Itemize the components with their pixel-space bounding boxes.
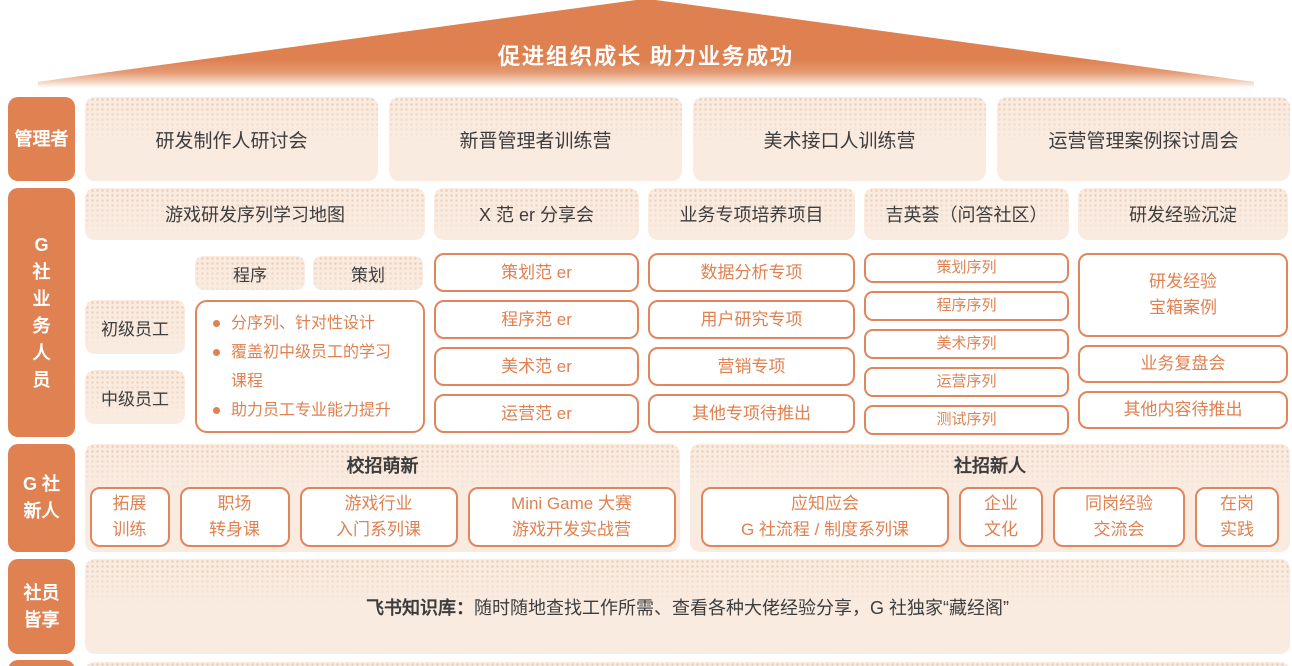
column-learning-map: 游戏研发序列学习地图 程序 策划 初级员工 中级员工 分序列、针对性设计 覆盖初… <box>85 188 425 437</box>
sidebar-label-line: G 社 <box>22 474 60 494</box>
box-line: 同岗经验 <box>1085 494 1153 513</box>
sequence-box: 策划序列 <box>864 253 1069 283</box>
column-special-training: 业务专项培养项目 数据分析专项 用户研究专项 营销专项 其他专项待推出 <box>648 188 855 437</box>
sidebar-label-line: 员 <box>32 369 51 390</box>
program-box: 用户研究专项 <box>648 300 855 339</box>
box-line: 游戏开发实战营 <box>512 520 631 539</box>
program-box: 营销专项 <box>648 347 855 386</box>
business-staff-row: 游戏研发序列学习地图 程序 策划 初级员工 中级员工 分序列、针对性设计 覆盖初… <box>85 188 1290 437</box>
column-header: 吉英荟（问答社区） <box>864 188 1069 240</box>
program-box: 企业 文化 <box>959 487 1043 547</box>
box-line: 宝箱案例 <box>1149 298 1217 317</box>
program-box: Mini Game 大赛 游戏开发实战营 <box>467 487 676 547</box>
sequence-box: 运营序列 <box>864 367 1069 397</box>
sequence-box: 美术序列 <box>864 329 1069 359</box>
program-box: 新晋管理者训练营 <box>389 97 682 181</box>
program-box: 数据分析专项 <box>648 253 855 292</box>
box-line: 在岗 <box>1220 494 1254 513</box>
column-header: 游戏研发序列学习地图 <box>85 188 425 240</box>
social-hires-group: 社招新人 应知应会 G 社流程 / 制度系列课 企业 文化 同岗经验 交流会 在… <box>690 444 1290 552</box>
knowledge-base-label: 飞书知识库： <box>366 597 474 618</box>
bullet-item: 覆盖初中级员工的学习课程 <box>207 338 399 396</box>
sidebar-label-line: 业 <box>32 288 51 309</box>
knowledge-base-row: 飞书知识库： 随时随地查找工作所需、查看各种大佬经验分享，G 社独家“藏经阁” <box>85 559 1290 654</box>
roof-title: 促进组织成长 助力业务成功 <box>497 44 795 69</box>
box-line: 交流会 <box>1093 520 1145 539</box>
partial-row <box>85 662 1290 666</box>
bullet-item: 分序列、针对性设计 <box>207 309 399 338</box>
box-line: 训练 <box>112 520 147 539</box>
level-middle: 中级员工 <box>85 370 185 424</box>
box-line: 文化 <box>984 520 1018 539</box>
program-box: 策划范 er <box>434 253 639 292</box>
sidebar-label-line: G <box>34 234 49 255</box>
box-line: 入门系列课 <box>336 520 421 539</box>
newcomers-row: 校招萌新 拓展 训练 职场 转身课 游戏行业 入门系列课 Mini Game 大… <box>85 444 1290 552</box>
sidebar-label-line: 皆享 <box>23 609 60 630</box>
column-header: 研发经验沉淀 <box>1078 188 1288 240</box>
bullet-item: 助力员工专业能力提升 <box>207 396 399 425</box>
managers-row: 研发制作人研讨会 新晋管理者训练营 美术接口人训练营 运营管理案例探讨周会 <box>85 97 1290 181</box>
box-line: G 社流程 / 制度系列课 <box>740 520 910 539</box>
program-box: 游戏行业 入门系列课 <box>299 487 458 547</box>
tab-design: 策划 <box>313 256 423 290</box>
program-box: 拓展 训练 <box>89 487 170 547</box>
program-box: 运营管理案例探讨周会 <box>997 97 1290 181</box>
program-box: 美术接口人训练营 <box>693 97 986 181</box>
level-labels: 初级员工 中级员工 <box>85 300 185 433</box>
sidebar-item-managers: 管理者 <box>8 97 75 181</box>
program-box: 在岗 实践 <box>1195 487 1279 547</box>
sidebar-item-everyone: 社员 皆享 <box>8 559 75 654</box>
box-line: 实践 <box>1220 520 1254 539</box>
box-line: 企业 <box>984 494 1018 513</box>
sidebar-item-business-staff: G 社 业 务 人 员 <box>8 188 75 437</box>
box-line: 职场 <box>217 494 252 513</box>
learning-map-notes: 分序列、针对性设计 覆盖初中级员工的学习课程 助力员工专业能力提升 <box>195 300 425 433</box>
box-line: 游戏行业 <box>344 494 413 513</box>
program-box: 研发经验 宝箱案例 <box>1078 253 1288 337</box>
sidebar-label: 管理者 <box>14 128 69 149</box>
program-box: 程序范 er <box>434 300 639 339</box>
learning-map-body: 初级员工 中级员工 分序列、针对性设计 覆盖初中级员工的学习课程 助力员工专业能… <box>85 300 425 433</box>
box-line: 应知应会 <box>791 494 859 513</box>
column-qa-community: 吉英荟（问答社区） 策划序列 程序序列 美术序列 运营序列 测试序列 <box>864 188 1069 437</box>
group-title: 社招新人 <box>954 456 1026 476</box>
roof-banner: 促进组织成长 助力业务成功 <box>38 0 1254 88</box>
program-box: 研发制作人研讨会 <box>85 97 378 181</box>
sequence-box: 测试序列 <box>864 405 1069 435</box>
campus-hires-group: 校招萌新 拓展 训练 职场 转身课 游戏行业 入门系列课 Mini Game 大… <box>85 444 680 552</box>
group-title: 校招萌新 <box>346 456 419 476</box>
program-box: 职场 转身课 <box>179 487 290 547</box>
column-rd-experience: 研发经验沉淀 研发经验 宝箱案例 业务复盘会 其他内容待推出 <box>1078 188 1288 437</box>
sidebar-item-partial <box>8 660 75 666</box>
sidebar-label-line: 社员 <box>23 582 60 603</box>
box-line: 拓展 <box>112 494 147 513</box>
program-box: 业务复盘会 <box>1078 345 1288 383</box>
sidebar-item-newcomers: G 社 新人 <box>8 444 75 552</box>
program-box: 其他专项待推出 <box>648 394 855 433</box>
sequence-tabs: 程序 策划 <box>195 256 425 290</box>
sidebar-label-line: 新人 <box>23 501 60 521</box>
program-box: 同岗经验 交流会 <box>1053 487 1185 547</box>
column-header: 业务专项培养项目 <box>648 188 855 240</box>
box-line: 转身课 <box>209 520 260 539</box>
box-line: Mini Game 大赛 <box>511 494 632 513</box>
level-junior: 初级员工 <box>85 300 185 354</box>
sidebar-label-line: 人 <box>32 342 51 363</box>
sequence-box: 程序序列 <box>864 291 1069 321</box>
box-line: 研发经验 <box>1149 272 1217 291</box>
tab-program: 程序 <box>195 256 305 290</box>
sidebar-label-line: 社 <box>32 261 51 282</box>
program-box: 美术范 er <box>434 347 639 386</box>
column-header: X 范 er 分享会 <box>434 188 639 240</box>
knowledge-base-text: 随时随地查找工作所需、查看各种大佬经验分享，G 社独家“藏经阁” <box>474 597 1009 618</box>
sidebar-label-line: 务 <box>32 315 51 336</box>
program-box: 运营范 er <box>434 394 639 433</box>
program-box: 其他内容待推出 <box>1078 391 1288 429</box>
column-sharing: X 范 er 分享会 策划范 er 程序范 er 美术范 er 运营范 er <box>434 188 639 437</box>
program-box: 应知应会 G 社流程 / 制度系列课 <box>701 487 949 547</box>
